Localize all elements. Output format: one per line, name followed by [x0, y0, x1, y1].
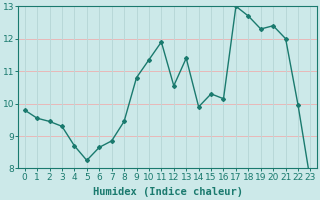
X-axis label: Humidex (Indice chaleur): Humidex (Indice chaleur) — [92, 187, 243, 197]
